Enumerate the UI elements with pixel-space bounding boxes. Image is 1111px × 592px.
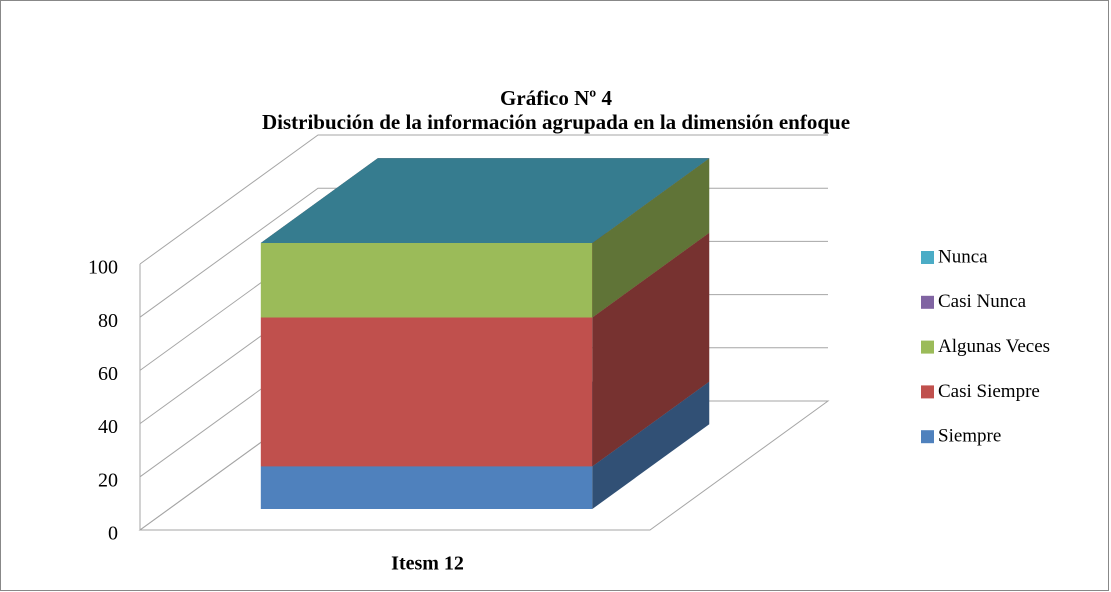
legend-swatch (921, 340, 934, 354)
legend-label: Casi Nunca (938, 291, 1027, 312)
bar-segment (260, 158, 710, 243)
legend-swatch (921, 295, 934, 309)
legend-swatch (921, 385, 934, 399)
bar-side (592, 158, 710, 318)
y-tick-label: 20 (98, 469, 118, 491)
legend-swatch (921, 251, 934, 264)
y-tick-label: 0 (108, 523, 118, 545)
bar-front (260, 466, 593, 509)
y-tick-label: 100 (88, 257, 118, 279)
bar-side (592, 232, 710, 467)
legend-swatch (921, 430, 934, 444)
legend-label: Nunca (938, 246, 988, 267)
bar-front (260, 242, 593, 318)
grid-line (139, 134, 828, 265)
bar-front (260, 317, 593, 467)
y-tick-label: 60 (98, 363, 118, 385)
y-tick-label: 40 (98, 416, 118, 438)
bar-side (592, 381, 710, 509)
bar-top (260, 158, 710, 243)
x-tick-label: Itesm 12 (391, 553, 464, 575)
chart-subtitle: Distribución de la información agrupada … (262, 110, 850, 134)
chart-title: Gráfico Nº 4 (500, 86, 612, 110)
legend-label: Casi Siempre (938, 381, 1040, 402)
y-tick-label: 80 (98, 310, 118, 332)
legend-label: Algunas Veces (938, 336, 1050, 357)
legend-label: Siempre (938, 426, 1001, 447)
